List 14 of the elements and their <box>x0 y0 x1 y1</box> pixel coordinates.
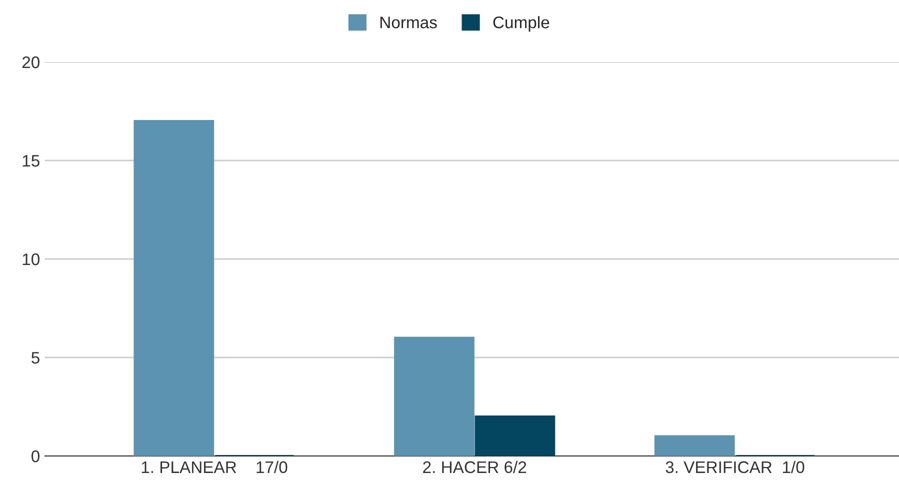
legend-label: Cumple <box>493 16 550 32</box>
y-tick-label: 20 <box>22 56 40 68</box>
legend-label: Normas <box>380 16 437 28</box>
x-tick-label: 3. VERIFICAR 1/0 <box>666 460 804 474</box>
bar <box>394 336 474 456</box>
bar <box>474 416 556 456</box>
x-tick-label: 1. PLANEAR 17/0 <box>142 460 288 474</box>
x-tick-label: 2. HACER 6/2 <box>423 460 526 474</box>
bar <box>134 120 214 456</box>
y-tick-label: 0 <box>32 450 40 462</box>
bar <box>654 435 735 456</box>
y-tick-label: 10 <box>22 253 40 266</box>
y-tick-label: 5 <box>32 352 40 364</box>
y-tick-label: 15 <box>22 155 40 167</box>
